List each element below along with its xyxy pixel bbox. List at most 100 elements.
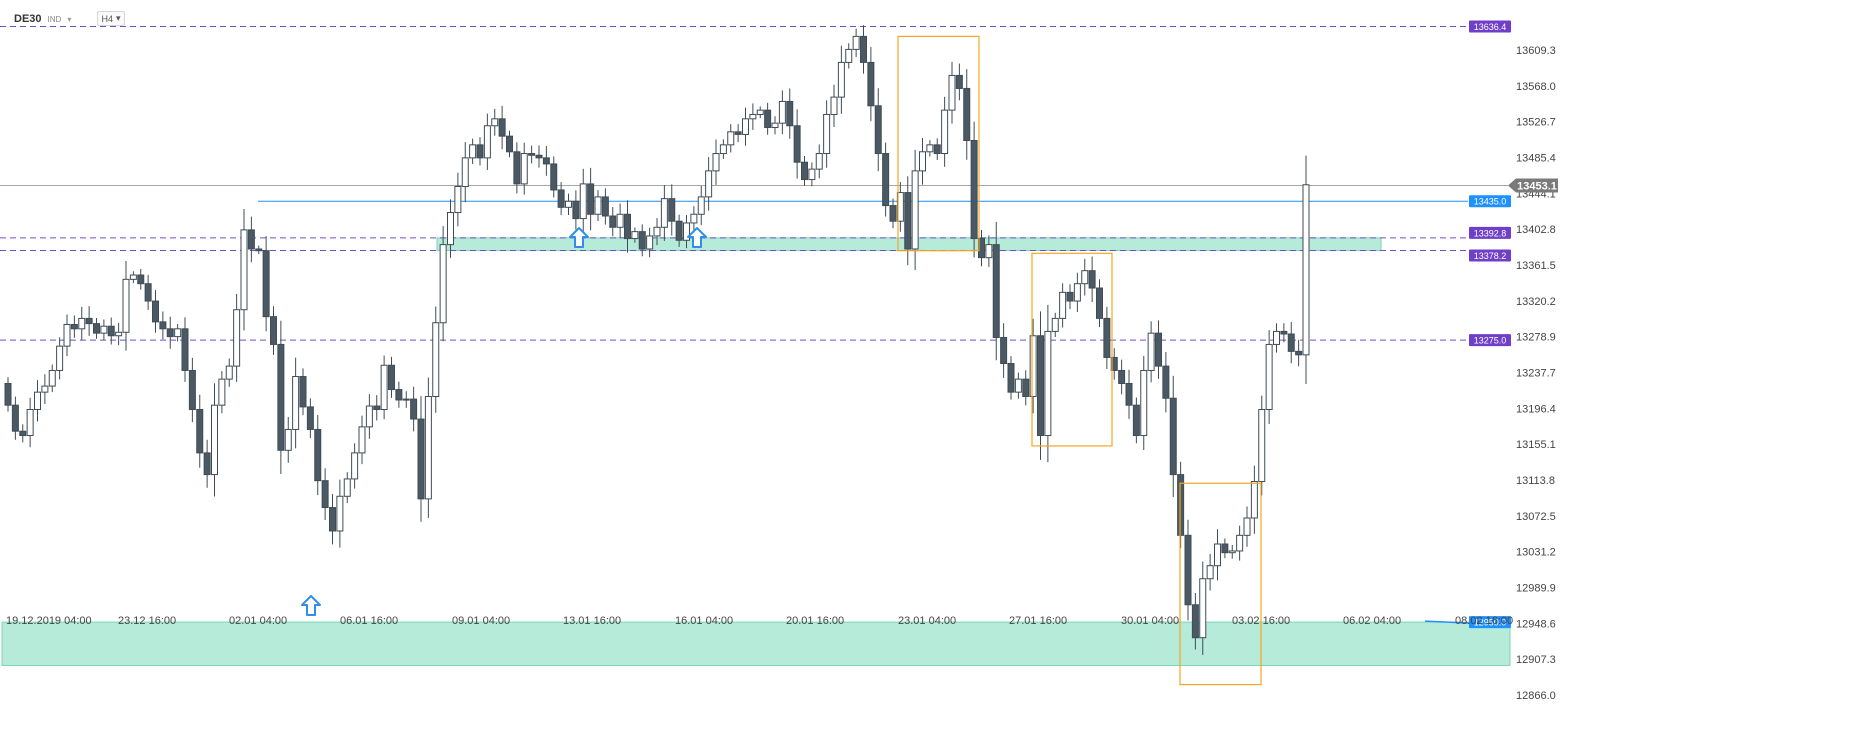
candle-bullish[interactable] xyxy=(631,231,639,240)
candle-bullish[interactable] xyxy=(115,331,123,337)
candle-bearish[interactable] xyxy=(1096,287,1103,319)
candle-bearish[interactable] xyxy=(542,157,550,165)
candle-bearish[interactable] xyxy=(196,409,204,454)
candle-bearish[interactable] xyxy=(395,389,403,401)
candle-bullish[interactable] xyxy=(100,325,108,334)
candle-bullish[interactable] xyxy=(1250,481,1258,519)
candle-bearish[interactable] xyxy=(624,213,631,240)
candle-bullish[interactable] xyxy=(365,405,373,428)
candle-bearish[interactable] xyxy=(144,283,152,302)
candle-bullish[interactable] xyxy=(225,365,233,380)
candle-bearish[interactable] xyxy=(277,343,285,451)
candle-bullish[interactable] xyxy=(336,495,344,532)
candle-bullish[interactable] xyxy=(211,404,218,476)
candle-bearish[interactable] xyxy=(159,321,167,330)
candle-bearish[interactable] xyxy=(498,118,506,137)
candle-bearish[interactable] xyxy=(786,100,794,127)
candle-bullish[interactable] xyxy=(823,113,831,155)
candle-bullish[interactable] xyxy=(1051,317,1059,332)
candle-bearish[interactable] xyxy=(882,153,890,207)
candle-bullish[interactable] xyxy=(469,144,477,159)
candle-bearish[interactable] xyxy=(860,35,867,63)
candle-bullish[interactable] xyxy=(948,74,956,111)
candle-bearish[interactable] xyxy=(793,125,801,163)
candle-bullish[interactable] xyxy=(1199,578,1207,639)
candle-bullish[interactable] xyxy=(439,244,447,324)
candle-bullish[interactable] xyxy=(941,109,949,155)
candle-bearish[interactable] xyxy=(203,452,211,476)
candle-bullish[interactable] xyxy=(351,452,359,480)
candle-bearish[interactable] xyxy=(1007,363,1015,393)
candle-bullish[interactable] xyxy=(565,200,572,208)
candle-bullish[interactable] xyxy=(56,345,64,371)
candle-bearish[interactable] xyxy=(1066,291,1074,302)
candle-bearish[interactable] xyxy=(1287,333,1295,352)
candle-bullish[interactable] xyxy=(815,153,823,170)
candle-bearish[interactable] xyxy=(801,161,808,181)
candle-bullish[interactable] xyxy=(34,391,41,411)
candle-bullish[interactable] xyxy=(1059,291,1067,319)
candle-bullish[interactable] xyxy=(727,131,735,146)
candle-bullish[interactable] xyxy=(830,96,838,115)
candle-bearish[interactable] xyxy=(1169,397,1177,476)
chevron-down-icon[interactable]: ▾ xyxy=(67,14,72,24)
candle-bullish[interactable] xyxy=(719,144,727,155)
candle-bullish[interactable] xyxy=(432,322,440,397)
candle-bearish[interactable] xyxy=(137,274,145,285)
candle-bearish[interactable] xyxy=(181,328,189,371)
candle-bearish[interactable] xyxy=(262,250,270,318)
candle-bearish[interactable] xyxy=(1162,365,1170,399)
candle-bullish[interactable] xyxy=(41,385,49,393)
candle-bullish[interactable] xyxy=(712,153,720,172)
candle-bearish[interactable] xyxy=(299,376,307,408)
candle-bullish[interactable] xyxy=(778,100,786,124)
candle-bearish[interactable] xyxy=(321,480,329,509)
candle-bullish[interactable] xyxy=(292,376,300,430)
candle-bearish[interactable] xyxy=(255,248,263,252)
candle-bullish[interactable] xyxy=(284,428,292,451)
candle-bearish[interactable] xyxy=(152,300,159,323)
candle-bullish[interactable] xyxy=(742,118,749,135)
candle-bullish[interactable] xyxy=(756,109,764,115)
candle-bearish[interactable] xyxy=(513,151,521,185)
candle-bullish[interactable] xyxy=(1236,534,1244,552)
candle-bearish[interactable] xyxy=(535,154,543,159)
candle-bullish[interactable] xyxy=(402,398,410,401)
candle-bearish[interactable] xyxy=(1022,378,1030,397)
candle-bearish[interactable] xyxy=(247,229,255,250)
candle-bearish[interactable] xyxy=(410,398,418,420)
candle-bearish[interactable] xyxy=(1132,404,1140,437)
candle-bullish[interactable] xyxy=(808,168,816,181)
candle-bullish[interactable] xyxy=(1206,565,1214,580)
candle-bearish[interactable] xyxy=(992,244,1000,338)
candle-bullish[interactable] xyxy=(1073,283,1081,302)
candle-bullish[interactable] xyxy=(1044,330,1052,437)
candle-bullish[interactable] xyxy=(1140,369,1148,437)
candle-bullish[interactable] xyxy=(1147,332,1155,371)
candle-bearish[interactable] xyxy=(675,220,683,241)
candle-bullish[interactable] xyxy=(1302,184,1310,356)
candle-bearish[interactable] xyxy=(587,183,595,215)
candle-bearish[interactable] xyxy=(11,404,19,432)
candle-bearish[interactable] xyxy=(609,215,617,228)
candle-bearish[interactable] xyxy=(1184,534,1192,606)
candle-bullish[interactable] xyxy=(896,192,904,222)
candle-bearish[interactable] xyxy=(955,74,963,89)
candle-bearish[interactable] xyxy=(1088,270,1096,289)
candle-bullish[interactable] xyxy=(78,317,86,330)
candle-bearish[interactable] xyxy=(889,205,897,222)
candle-bullish[interactable] xyxy=(358,426,366,454)
candle-bearish[interactable] xyxy=(963,87,971,142)
candle-bullish[interactable] xyxy=(660,198,668,228)
candle-bearish[interactable] xyxy=(329,507,336,532)
candle-bearish[interactable] xyxy=(270,316,277,345)
candle-bullish[interactable] xyxy=(926,144,934,153)
candle-bullish[interactable] xyxy=(771,122,779,128)
candle-bearish[interactable] xyxy=(970,140,978,240)
candle-bearish[interactable] xyxy=(1118,369,1126,384)
candle-bullish[interactable] xyxy=(1228,550,1236,554)
candle-bearish[interactable] xyxy=(764,109,772,128)
candle-bullish[interactable] xyxy=(461,157,469,187)
candle-bearish[interactable] xyxy=(904,192,912,250)
